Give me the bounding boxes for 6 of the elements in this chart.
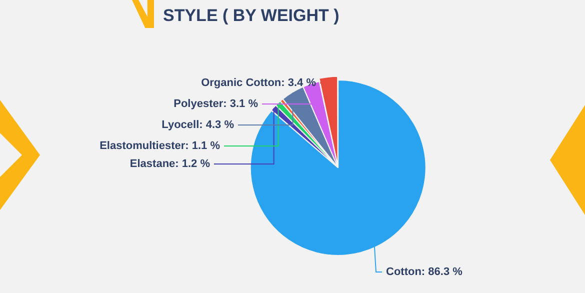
slice-label: Lyocell: 4.3 %: [162, 119, 234, 132]
slice-label: Elastane: 1.2 %: [130, 158, 210, 170]
slice-label: Cotton: 86.3 %: [386, 266, 463, 278]
slice-label: Polyester: 3.1 %: [174, 98, 258, 110]
slice-label: Elastomultiester: 1.1 %: [100, 140, 220, 152]
chart-title: STYLE ( BY WEIGHT ): [163, 6, 340, 26]
